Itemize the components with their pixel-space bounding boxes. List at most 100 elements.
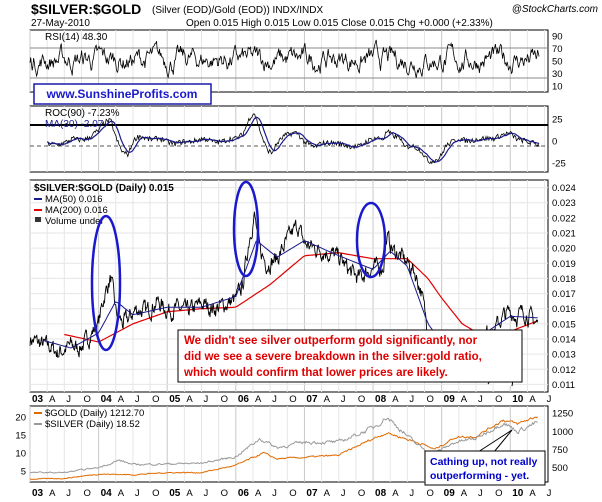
rsi-panel [29, 29, 549, 93]
main-xtick-27: O [495, 394, 502, 405]
main-xtick-11: O [221, 394, 228, 405]
lower-annotation-line-1: Cathing up, not really [430, 456, 537, 468]
lower-right-ytick-0: 1250 [552, 409, 573, 420]
main-ytick-13: 0.011 [552, 380, 575, 391]
chart-quote: Open 0.015 High 0.015 Low 0.015 Close 0.… [186, 18, 493, 29]
rsi-ytick-0: 90 [552, 32, 563, 43]
lower-left-ytick-0: 20 [15, 412, 26, 423]
chart-symbol: $SILVER:$GOLD [31, 1, 141, 17]
legend-silver: $SILVER (Daily) 18.52 [45, 419, 140, 430]
roc-axis: 25 0 -25 [552, 115, 566, 170]
legend-volume-swatch [35, 217, 41, 222]
lower-xtick-11: O [221, 488, 228, 499]
main-xtick-30: J [547, 394, 552, 405]
chart-description: (Silver (EOD)/Gold (EOD)) INDX/INDX [152, 5, 323, 16]
rsi-ytick-2: 50 [552, 57, 563, 68]
main-xtick-24: 09 [444, 394, 456, 405]
legend-volume: Volume undef [45, 216, 103, 227]
rsi-line [29, 39, 540, 79]
lower-xtick-12: 06 [238, 488, 250, 499]
lower-xtick-24: 09 [444, 488, 456, 499]
main-xtick-2: J [66, 394, 71, 405]
main-xtick-9: A [186, 394, 193, 405]
lower-xtick-3: O [83, 488, 90, 499]
main-xtick-5: A [118, 394, 125, 405]
lower-right-ytick-3: 500 [552, 463, 568, 474]
highlight-ellipse-2006 [232, 180, 260, 278]
lower-xtick-6: J [135, 488, 140, 499]
lower-xtick-28: 10 [512, 488, 524, 499]
rsi-ytick-3: 30 [552, 69, 563, 80]
main-xtick-14: J [272, 394, 277, 405]
rsi-label: RSI(14) 48.30 [45, 32, 108, 43]
main-xtick-21: A [392, 394, 399, 405]
main-ytick-4: 0.020 [552, 244, 576, 255]
main-ytick-7: 0.017 [552, 289, 576, 300]
ma200-line [64, 252, 538, 343]
lower-xtick-29: A [529, 488, 536, 499]
main-xtick-26: J [478, 394, 483, 405]
highlight-ellipse-2008 [355, 201, 387, 279]
roc-label: ROC(90) -7.23% [45, 108, 120, 119]
annotation-line-2: did we see a severe breakdown in the sil… [184, 351, 482, 363]
main-title: $SILVER:$GOLD (Daily) 0.015 [34, 183, 174, 194]
lower-xtick-26: J [478, 488, 483, 499]
main-ytick-10: 0.014 [552, 335, 576, 346]
roc-ytick-0: 25 [552, 115, 563, 126]
lower-xtick-9: A [186, 488, 193, 499]
legend-gold: $GOLD (Daily) 1212.70 [45, 408, 144, 419]
main-ytick-2: 0.022 [552, 213, 576, 224]
main-xtick-6: J [135, 394, 140, 405]
legend-ma200: MA(200) 0.016 [45, 205, 108, 216]
main-ytick-1: 0.023 [552, 198, 576, 209]
lower-annotation-box [424, 450, 546, 486]
annotation-line-1: We didn't see silver outperform gold sig… [184, 335, 478, 347]
chart-date: 27-May-2010 [31, 18, 90, 29]
lower-xtick-14: J [272, 488, 277, 499]
main-xtick-1: A [49, 394, 56, 405]
main-ytick-5: 0.019 [552, 259, 576, 270]
lower-xtick-8: 05 [169, 488, 181, 499]
rsi-ytick-1: 70 [552, 44, 563, 55]
main-ytick-12: 0.012 [552, 365, 576, 376]
main-xtick-28: 10 [512, 394, 524, 405]
lower-xtick-21: A [392, 488, 399, 499]
main-xtick-13: A [255, 394, 262, 405]
main-ytick-8: 0.016 [552, 304, 576, 315]
lower-xtick-25: A [461, 488, 468, 499]
main-xtick-0: 03 [32, 394, 44, 405]
annotation-line-3: which would confirm that lower prices ar… [183, 367, 448, 379]
lower-annotation-pointer [477, 429, 513, 453]
main-ytick-6: 0.018 [552, 274, 576, 285]
main-ytick-9: 0.015 [552, 319, 576, 330]
roc-ytick-1: 0 [552, 137, 557, 148]
main-xtick-3: O [83, 394, 90, 405]
main-xtick-7: O [152, 394, 159, 405]
roc-ma-line [47, 116, 540, 163]
main-ytick-3: 0.021 [552, 229, 576, 240]
lower-axis: 20 15 10 5 1250 1000 750 500 [15, 409, 573, 478]
lower-left-ytick-3: 5 [21, 467, 26, 478]
roc-ytick-2: -25 [552, 159, 566, 170]
main-xtick-15: O [289, 394, 296, 405]
x-axis-lower: 03 A J O 04 A J O 05 A J O 06 A J O 07 A J O 08 A J O 09 A J O 10 A J [32, 488, 552, 499]
main-xtick-29: A [529, 394, 536, 405]
lower-xtick-18: J [341, 488, 346, 499]
main-ytick-0: 0.024 [552, 183, 576, 194]
main-xtick-19: O [358, 394, 365, 405]
lower-right-ytick-1: 1000 [552, 427, 573, 438]
main-xtick-25: A [461, 394, 468, 405]
lower-xtick-23: O [427, 488, 434, 499]
stockcharts-watermark: @StockCharts.com [512, 4, 598, 15]
lower-xtick-20: 08 [375, 488, 387, 499]
lower-right-ytick-2: 750 [552, 445, 568, 456]
rsi-ytick-4: 10 [552, 81, 563, 92]
lower-xtick-2: J [66, 488, 71, 499]
lower-xtick-19: O [358, 488, 365, 499]
lower-xtick-22: J [409, 488, 414, 499]
main-xtick-12: 06 [238, 394, 250, 405]
main-xtick-4: 04 [101, 394, 113, 405]
website-label-box [33, 83, 212, 105]
lower-xtick-7: O [152, 488, 159, 499]
